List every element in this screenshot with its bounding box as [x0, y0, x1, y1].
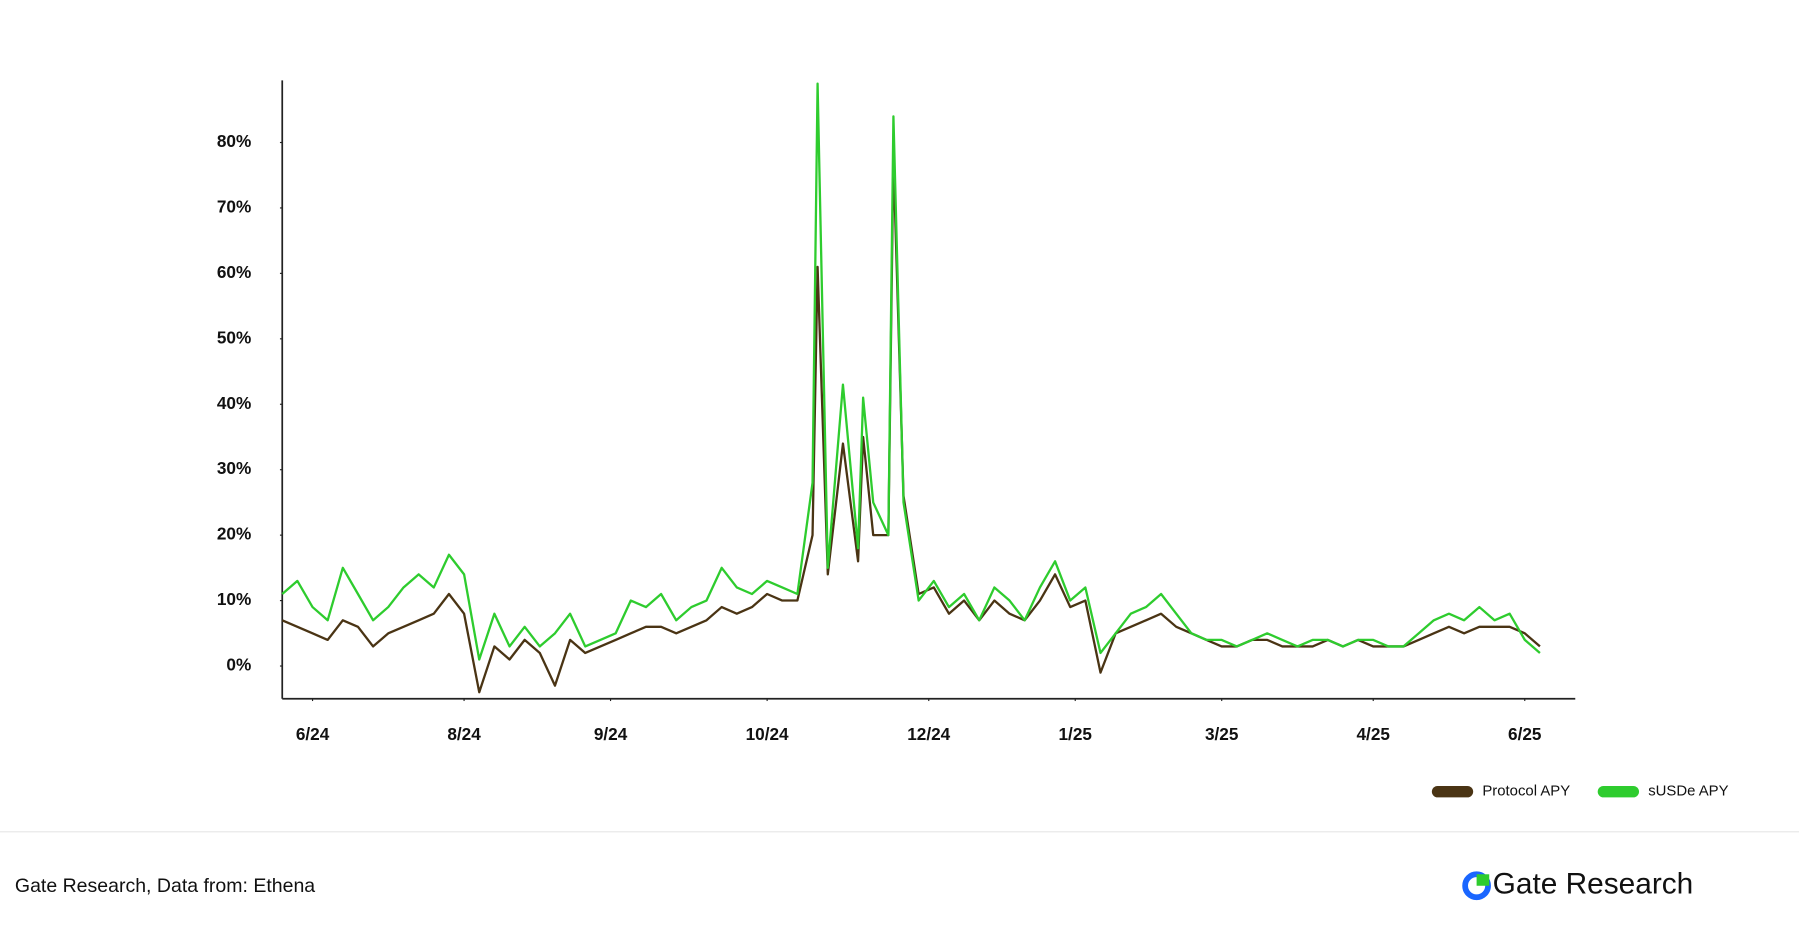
logo-icon-accent	[1476, 874, 1490, 886]
x-tick-label: 10/24	[746, 724, 789, 744]
y-tick-label: 60%	[217, 262, 251, 282]
x-tick-label: 6/24	[296, 724, 330, 744]
y-tick-label: 30%	[217, 458, 251, 478]
x-tick-label: 6/25	[1508, 724, 1542, 744]
x-tick-label: 3/25	[1205, 724, 1239, 744]
legend-swatch	[1597, 785, 1640, 798]
y-tick-label: 40%	[217, 393, 251, 413]
x-tick-label: 8/24	[447, 724, 481, 744]
legend-label: sUSDe APY	[1648, 784, 1728, 800]
brand-logo: Gate Research	[1462, 868, 1694, 901]
x-tick-label: 9/24	[594, 724, 628, 744]
legend-label: Protocol APY	[1482, 784, 1570, 800]
series-line	[281, 82, 1541, 661]
y-tick-label: 80%	[217, 131, 251, 151]
y-tick-label: 0%	[226, 655, 251, 675]
legend-swatch	[1431, 785, 1474, 798]
source-note: Gate Research, Data from: Ethena	[15, 875, 315, 897]
x-tick-label: 4/25	[1357, 724, 1391, 744]
y-tick-label: 50%	[217, 327, 251, 347]
brand-name: Gate Research	[1493, 868, 1694, 901]
x-tick-label: 12/24	[907, 724, 950, 744]
y-tick-label: 10%	[217, 589, 251, 609]
y-tick-label: 20%	[217, 524, 251, 544]
x-tick-label: 1/25	[1059, 724, 1093, 744]
y-tick-label: 70%	[217, 196, 251, 216]
